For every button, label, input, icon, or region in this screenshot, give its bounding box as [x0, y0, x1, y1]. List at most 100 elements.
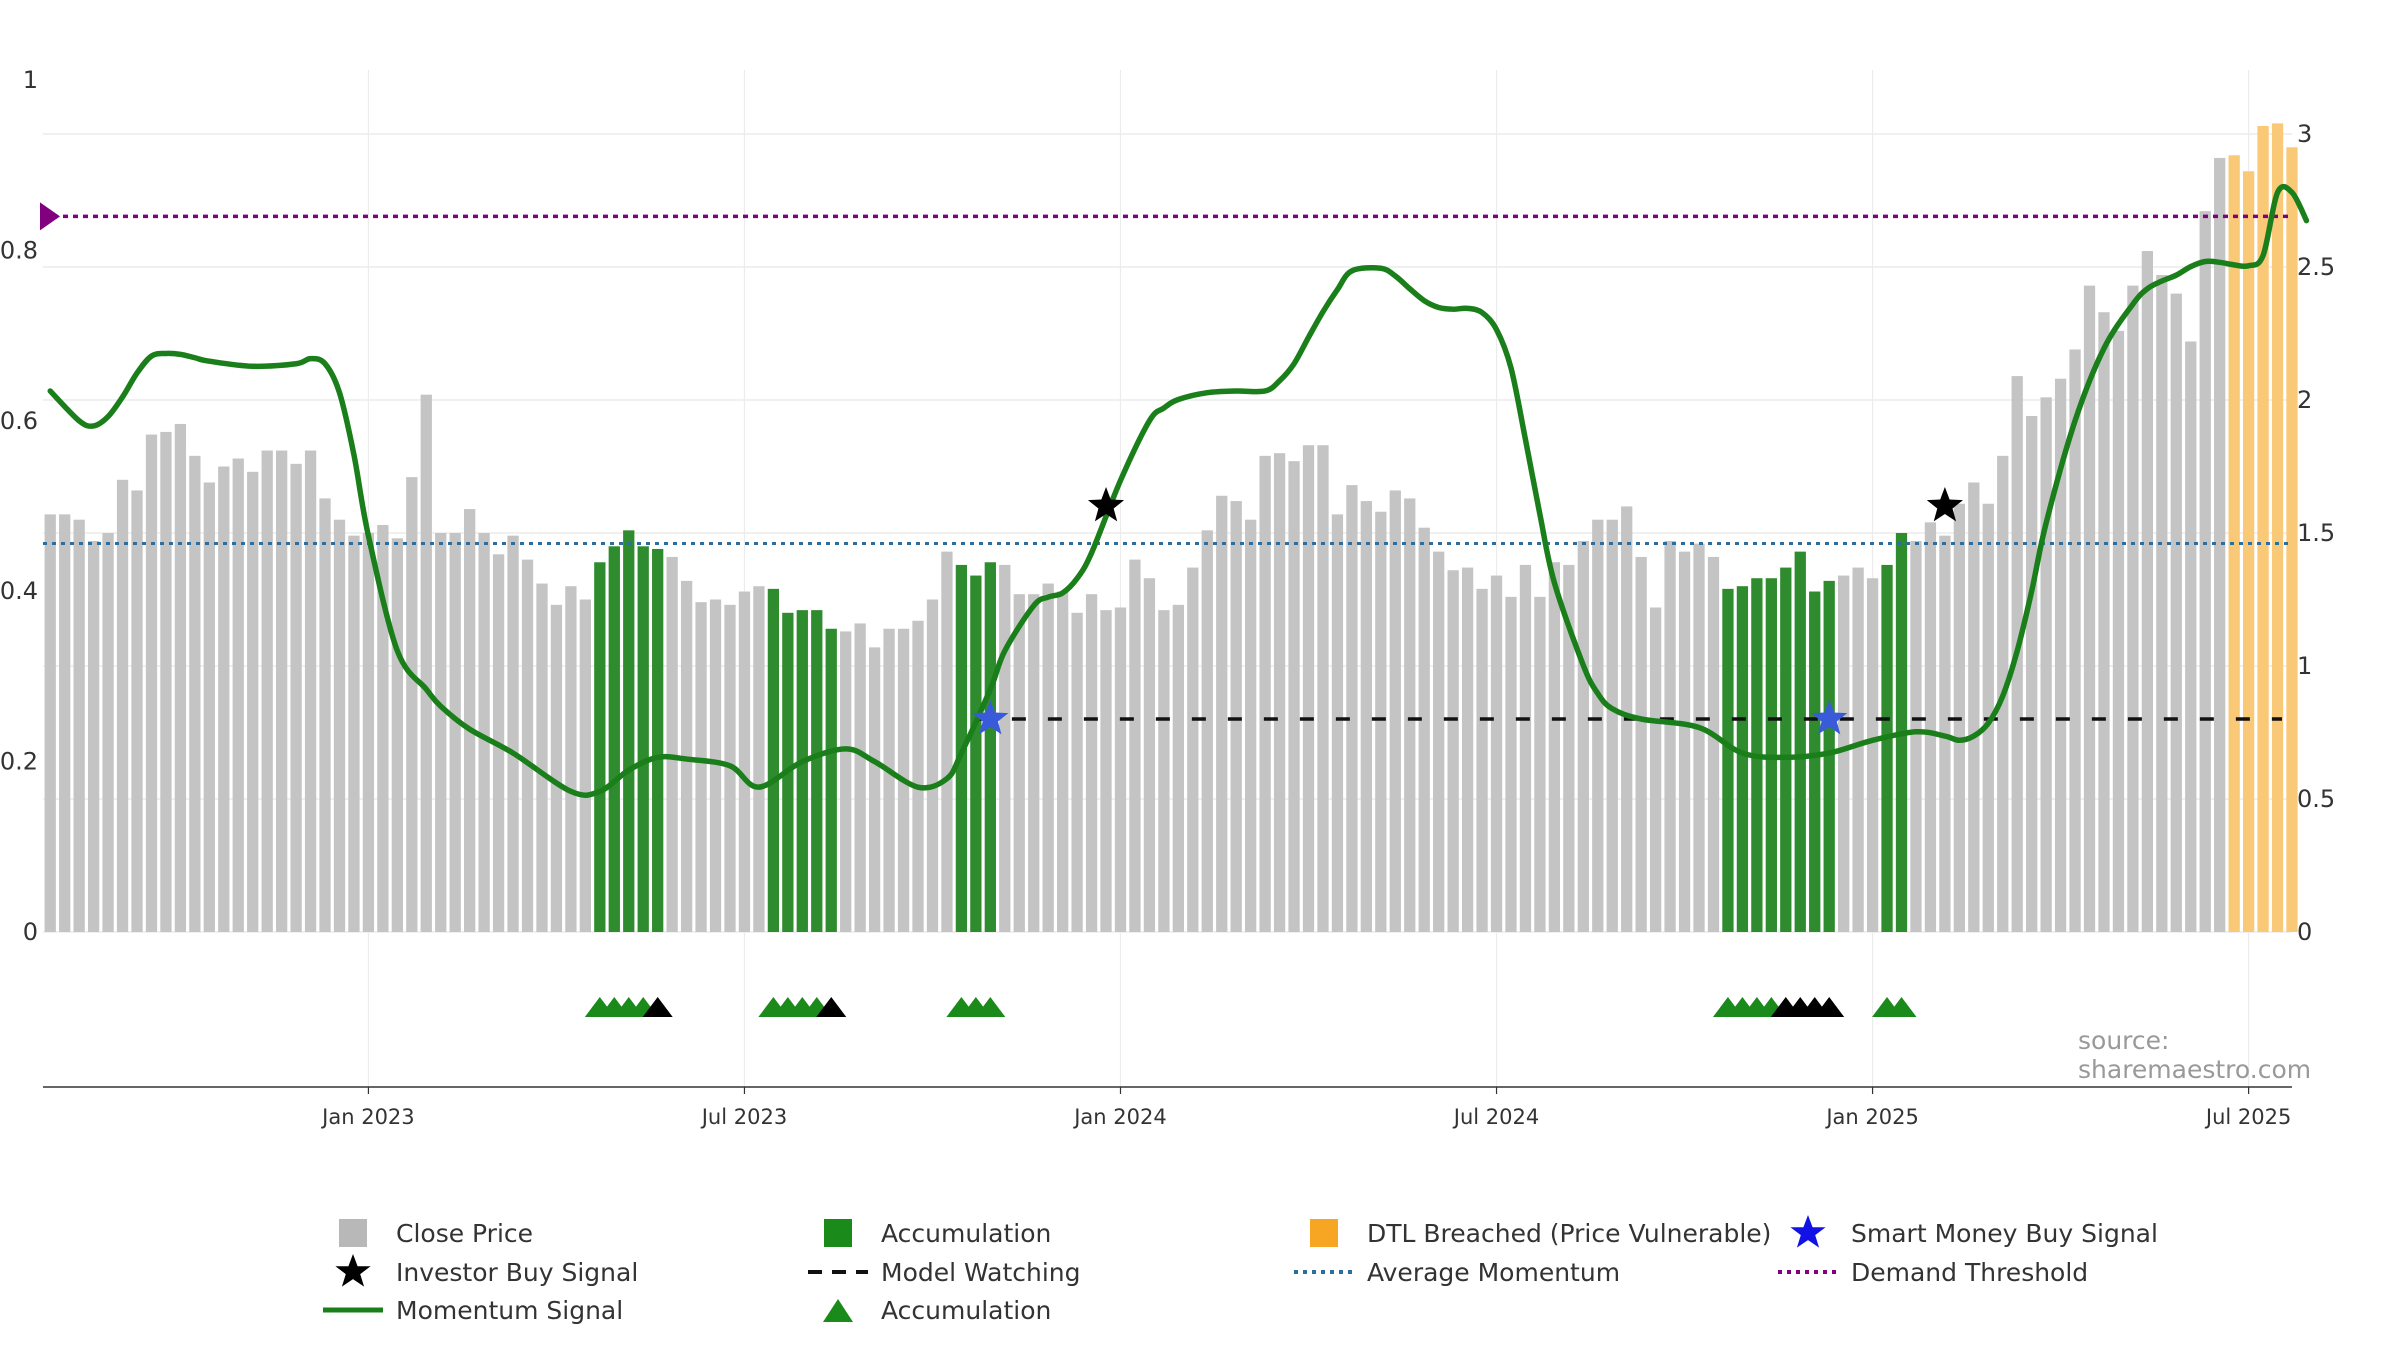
accumulation-marker — [642, 997, 673, 1017]
price-bar — [811, 610, 823, 932]
momentum-signal-line — [47, 183, 2310, 798]
price-bar — [319, 498, 331, 932]
accumulation-marker — [1886, 997, 1917, 1017]
price-bar — [652, 548, 664, 932]
price-bar — [1505, 596, 1517, 932]
price-bar — [1114, 607, 1127, 932]
price-bar — [420, 394, 432, 932]
price-bar — [594, 562, 606, 932]
price-bar — [2185, 341, 2197, 933]
price-bar — [999, 564, 1011, 932]
price-bar — [1201, 530, 1213, 932]
price-bar — [44, 514, 56, 932]
price-bar — [709, 599, 722, 932]
price-bar — [2083, 285, 2096, 932]
x-tick-label: Jul 2024 — [1452, 1105, 1539, 1129]
price-bar — [1577, 540, 1589, 932]
price-bar — [854, 623, 866, 932]
right-tick-label: 3 — [2297, 120, 2312, 148]
price-bar — [1158, 610, 1170, 932]
momentum-signal-layer — [47, 183, 2310, 798]
price-bar — [536, 583, 548, 932]
price-bar — [2054, 378, 2067, 933]
price-bar — [1375, 511, 1387, 932]
price-bar — [1404, 498, 1416, 932]
price-bar — [926, 599, 939, 932]
price-bar — [2026, 415, 2038, 933]
price-bar — [521, 559, 534, 932]
price-bar — [1245, 519, 1257, 932]
price-bar — [1230, 501, 1242, 932]
price-bar — [1780, 567, 1792, 932]
price-bar — [1187, 567, 1199, 932]
price-bar — [2242, 171, 2255, 933]
price-bar — [1100, 610, 1112, 932]
price-bar — [825, 628, 837, 932]
price-bar — [102, 533, 114, 932]
x-tick-label: Jan 2024 — [1072, 1105, 1167, 1129]
price-bar — [868, 647, 881, 932]
price-bar — [1071, 612, 1083, 932]
price-bar — [1013, 594, 1025, 932]
accumulation-marker — [816, 997, 847, 1017]
right-tick-label: 1.5 — [2297, 519, 2335, 547]
price-bar — [796, 610, 808, 932]
price-bar — [666, 556, 678, 932]
price-bar — [2098, 312, 2110, 933]
price-bar — [1288, 461, 1300, 932]
price-bar — [2199, 211, 2211, 932]
price-bar — [1317, 445, 1329, 932]
price-bar — [1693, 543, 1705, 932]
price-bar — [2170, 293, 2182, 933]
price-bar — [174, 423, 187, 932]
price-bar — [565, 586, 577, 932]
price-bar — [189, 455, 201, 932]
left-tick-label: 0 — [23, 918, 38, 946]
price-bar — [883, 628, 895, 932]
demand-threshold-marker — [40, 202, 60, 231]
price-bar — [1216, 495, 1228, 932]
price-bar — [247, 471, 259, 932]
price-bar — [406, 477, 418, 932]
price-bar — [623, 530, 635, 932]
price-bar — [1794, 551, 1806, 932]
price-bar — [1736, 586, 1749, 932]
price-bar — [1461, 567, 1474, 932]
price-bar — [1548, 562, 1561, 932]
price-bar — [2214, 157, 2226, 932]
price-bar — [1809, 591, 1821, 932]
smart-money-buy-signal — [1811, 700, 1848, 735]
price-bar — [1823, 580, 1835, 932]
x-tick-label: Jan 2023 — [320, 1105, 415, 1129]
price-bar — [464, 509, 476, 932]
price-bar — [1563, 564, 1575, 932]
price-bar — [1028, 594, 1040, 932]
investor-buy-signal — [1087, 487, 1125, 522]
accumulation-marker — [1814, 997, 1845, 1017]
price-bar — [767, 588, 780, 932]
price-bar — [362, 533, 375, 932]
price-bar — [941, 551, 953, 932]
axes: 0 0.2 0.4 0.6 0.8 1 0 0.5 1 1.5 2 2.5 3 Jan 2023 Jul 2… — [0, 66, 2335, 1129]
price-bar — [1664, 540, 1676, 932]
price-bar — [1042, 583, 1054, 932]
x-tick-label: Jul 2025 — [2204, 1105, 2291, 1129]
price-bar — [232, 458, 244, 932]
price-bar — [1418, 527, 1430, 932]
price-bar — [579, 599, 592, 932]
price-bar — [1085, 594, 1098, 932]
price-bar — [2257, 126, 2269, 932]
price-bar — [1360, 501, 1373, 932]
price-bar — [1273, 453, 1286, 932]
price-bar — [116, 479, 129, 932]
price-bar — [2127, 285, 2139, 932]
price-bar — [1707, 556, 1720, 932]
price-bar — [2040, 397, 2052, 933]
right-tick-label: 0.5 — [2297, 785, 2335, 813]
price-bar — [1678, 551, 1691, 932]
price-bar — [1447, 570, 1459, 932]
price-bar — [145, 434, 158, 932]
price-bar — [1476, 588, 1488, 932]
price-bar — [348, 535, 360, 932]
